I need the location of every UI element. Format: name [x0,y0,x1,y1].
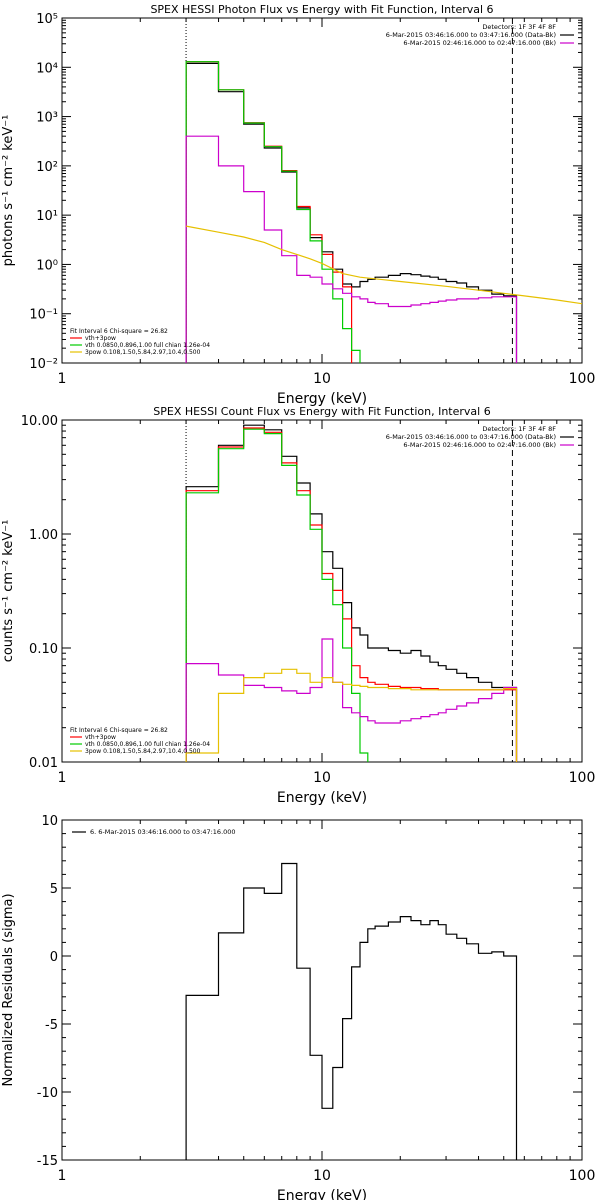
legend-entry-label: 6-Mar-2015 03:46:16.000 to 03:47:16.000 … [386,433,556,441]
y-axis-label: Normalized Residuals (sigma) [1,893,16,1086]
chart-title: SPEX HESSI Count Flux vs Energy with Fit… [153,405,490,418]
fit-legend-header: Fit Interval 6 Chi-square = 26.82 [70,727,168,734]
x-tick-label: 10 [313,371,331,387]
y-tick-label: 10³ [36,111,58,126]
series-line-1-1 [185,427,518,762]
x-tick-label: 100 [569,770,596,786]
x-tick-label: 1 [58,371,67,387]
y-tick-label: -5 [45,1018,58,1033]
y-tick-label: 5 [50,882,58,897]
fit-legend-label: vth+3pow [85,734,116,741]
y-tick-label: 10⁻² [29,357,58,372]
y-tick-label: 1.00 [29,528,58,543]
fit-legend-label: vth 0.0850,0.896,1.00 full chian 1.26e-0… [85,741,210,748]
series-line-1-4 [185,668,518,762]
x-tick-label: 10 [313,1168,331,1184]
y-tick-label: 0 [50,950,58,965]
series-line-0-2 [185,61,361,363]
y-tick-label: 10¹ [36,209,58,224]
fit-legend-label: 3pow 0.108,1.50,5.84,2.97,10.4,0.500 [85,349,201,356]
legend-entry-label: 6-Mar-2015 02:46:16.000 to 02:47:16.000 … [403,39,556,47]
legend-header: Detectors: 1F 3F 4F 8F [482,425,556,433]
legend-entry-label: 6-Mar-2015 03:46:16.000 to 03:47:16.000 … [386,31,556,39]
series-line-1-0 [185,424,518,762]
series-line-0-4 [185,225,582,305]
x-axis-label: Energy (keV) [277,391,367,407]
y-tick-label: 10⁰ [36,258,58,273]
plot-area [185,61,582,363]
y-axis-label: photons s⁻¹ cm⁻² keV⁻¹ [1,115,16,267]
x-axis-label: Energy (keV) [277,1188,367,1200]
legend-entry-label: 6. 6-Mar-2015 03:46:16.000 to 03:47:16.0… [90,828,236,836]
y-tick-label: 10 [41,814,58,829]
series-line-0-3 [185,135,518,363]
fit-legend-label: vth+3pow [85,335,116,342]
plot-frame [61,419,583,763]
y-tick-label: 0.01 [29,756,58,771]
y-axis-label: counts s⁻¹ cm⁻² keV⁻¹ [1,520,16,663]
plot-area [185,424,518,762]
series-line-1-3 [185,638,518,762]
plot-frame [61,17,583,364]
series-line-2-0 [185,862,518,1160]
y-tick-label: 10⁴ [36,61,58,76]
y-tick-label: -10 [37,1086,58,1101]
y-tick-label: 10² [36,160,58,175]
fit-legend-label: 3pow 0.108,1.50,5.84,2.97,10.4,0.500 [85,748,201,755]
series-line-0-1 [185,61,353,363]
x-tick-label: 1 [58,1168,67,1184]
fit-legend-label: vth 0.0850,0.896,1.00 full chian 1.26e-0… [85,342,210,349]
x-tick-label: 1 [58,770,67,786]
y-tick-label: 0.10 [29,642,58,657]
x-tick-label: 100 [569,371,596,387]
legend-entry-label: 6-Mar-2015 02:46:16.000 to 02:47:16.000 … [403,441,556,449]
plot-area [185,862,518,1160]
y-tick-label: 10⁵ [36,12,58,27]
y-tick-label: 10.00 [21,414,58,429]
x-tick-label: 10 [313,770,331,786]
series-line-1-2 [185,428,369,762]
x-axis-label: Energy (keV) [277,790,367,806]
legend-header: Detectors: 1F 3F 4F 8F [482,23,556,31]
plot-frame [61,819,583,1161]
chart-title: SPEX HESSI Photon Flux vs Energy with Fi… [150,3,493,16]
fit-legend-header: Fit Interval 6 Chi-square = 26.82 [70,328,168,335]
y-tick-label: -15 [37,1154,58,1169]
y-tick-label: 10⁻¹ [29,308,58,323]
x-tick-label: 100 [569,1168,596,1184]
